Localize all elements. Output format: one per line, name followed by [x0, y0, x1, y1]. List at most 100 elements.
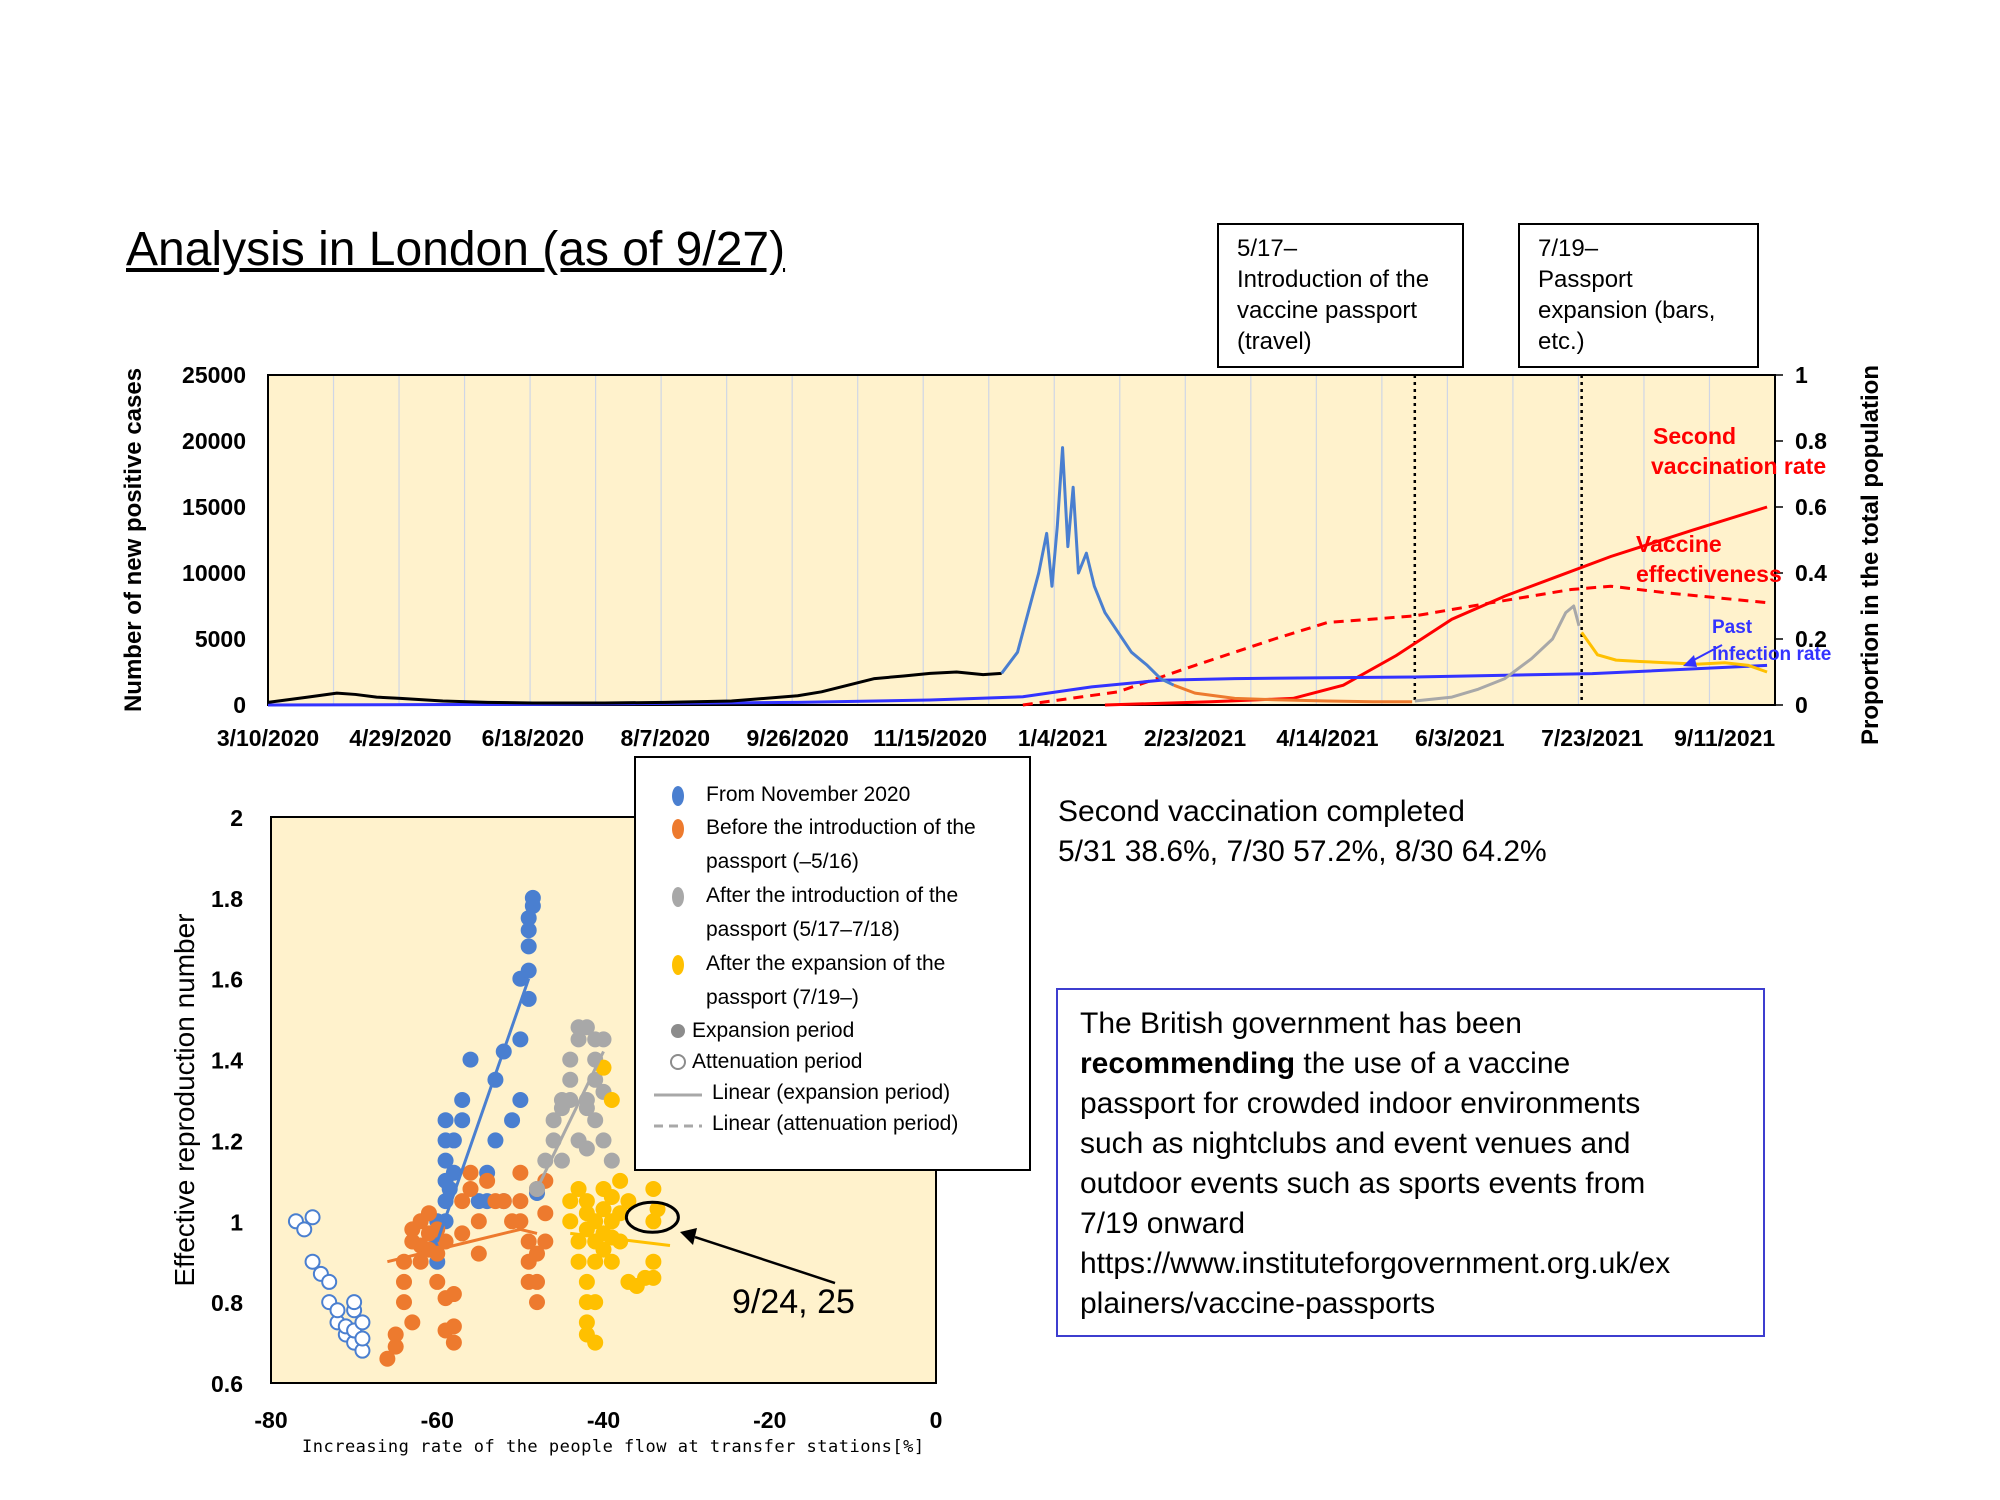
scatter-point — [462, 1164, 479, 1181]
scatter-point — [570, 1180, 587, 1197]
cases-line — [267, 670, 1002, 705]
scatter-point — [645, 1213, 662, 1230]
scatter-point — [454, 1112, 471, 1129]
scatter-point — [512, 1092, 529, 1108]
scatter-y-tick-label: 1.6 — [211, 967, 243, 993]
note-line: 7/19– — [1538, 235, 1599, 262]
legend-item: passport (5/17–7/18) — [706, 918, 900, 941]
scatter-point — [645, 1253, 662, 1270]
scatter-point — [529, 1245, 545, 1262]
scatter-point — [603, 1189, 620, 1206]
x-tick-label: 6/18/2020 — [482, 725, 584, 751]
plot-area — [268, 375, 1775, 705]
scatter-point — [603, 1253, 620, 1270]
proportion-line — [1022, 584, 1768, 707]
annotation-past-infection: infection rate — [1712, 644, 1831, 665]
legend-item: Attenuation period — [692, 1050, 863, 1073]
proportion-line — [267, 663, 1768, 707]
scatter-point — [504, 1112, 521, 1129]
scatter-point — [570, 1132, 587, 1149]
scatter-point-hollow — [296, 1221, 313, 1238]
scatter-point — [437, 1152, 454, 1169]
scatter-point — [649, 1201, 666, 1218]
annotation-vaccine-effectiveness: Vaccine — [1636, 531, 1722, 557]
scatter-y-tick-label: 0.6 — [211, 1371, 243, 1397]
scatter-x-tick-label: 0 — [930, 1407, 943, 1433]
x-tick-label: 1/4/2021 — [1018, 725, 1108, 751]
scatter-point — [396, 1273, 412, 1290]
page-title: Analysis in London (as of 9/27) — [126, 223, 786, 276]
gov-line: outdoor events such as sports events fro… — [1080, 1167, 1646, 1200]
scatter-point — [445, 1286, 462, 1303]
y-axis-label: Number of new positive cases — [120, 368, 147, 712]
scatter-point — [578, 1100, 595, 1117]
gov-source-link[interactable]: https://www.instituteforgovernment.org.u… — [1080, 1247, 1671, 1280]
note-line: expansion (bars, — [1538, 297, 1716, 324]
scatter-point — [512, 1193, 529, 1210]
scatter-point — [603, 1092, 620, 1108]
scatter-point — [445, 1132, 462, 1149]
scatter-point — [445, 1334, 462, 1351]
scatter-point — [645, 1269, 662, 1286]
y-tick-label: 10000 — [182, 560, 246, 586]
note-line: vaccine passport — [1237, 297, 1418, 324]
scatter-point-hollow — [329, 1302, 346, 1319]
scatter-point — [612, 1205, 629, 1222]
scatter-point — [470, 1213, 487, 1230]
scatter-x-axis-label: Increasing rate of the people flow at tr… — [302, 1437, 925, 1457]
scatter-point — [612, 1172, 629, 1189]
scatter-point — [520, 962, 537, 979]
scatter-point — [595, 1132, 612, 1149]
cases-line — [1000, 446, 1175, 687]
scatter-y-tick-label: 0.8 — [211, 1290, 243, 1316]
cases-chart: 0 5000 10000 15000 20000 25000 0 0.2 0.4 0.6 0.8 1 3… — [120, 362, 1884, 751]
scatter-legend: From November 2020 Before the introducti… — [634, 756, 1031, 1171]
legend-item: passport (7/19–) — [706, 986, 859, 1009]
callout-arrow — [694, 1235, 836, 1285]
y2-tick-label: 1 — [1795, 362, 1808, 388]
scatter-point — [537, 1233, 554, 1250]
scatter-point — [578, 1273, 595, 1290]
y2-tick-label: 0.6 — [1795, 494, 1827, 520]
x-tick-label: 3/10/2020 — [217, 725, 319, 751]
plot-border — [267, 374, 1776, 706]
scatter-point — [520, 990, 537, 1007]
y2-tick-label: 0.4 — [1795, 560, 1827, 586]
scatter-point — [578, 1326, 595, 1343]
legend-item: From November 2020 — [706, 783, 911, 806]
scatter-point — [454, 1225, 471, 1242]
scatter-point — [379, 1350, 396, 1367]
annotation-arrowhead — [1683, 655, 1697, 667]
scatter-point — [479, 1172, 496, 1189]
scatter-point — [570, 1253, 587, 1270]
scatter-point — [387, 1338, 404, 1355]
scatter-point — [570, 1031, 587, 1048]
x-tick-label: 4/29/2020 — [349, 725, 451, 751]
scatter-point — [445, 1164, 462, 1181]
scatter-point — [595, 1201, 612, 1218]
gov-source-link[interactable]: plainers/vaccine-passports — [1080, 1287, 1436, 1320]
trendline — [435, 978, 531, 1242]
scatter-point — [445, 1318, 462, 1335]
scatter-y-tick-label: 1.2 — [211, 1128, 243, 1154]
note-line: Introduction of the — [1237, 266, 1430, 293]
gov-line: 7/19 onward — [1080, 1207, 1246, 1240]
scatter-point-hollow — [304, 1209, 321, 1226]
y-tick-label: 0 — [233, 692, 246, 718]
x-tick-label: 6/3/2021 — [1415, 725, 1505, 751]
scatter-point — [529, 1273, 545, 1290]
scatter-point — [520, 922, 537, 939]
y-tick-label: 15000 — [182, 494, 246, 520]
legend-item: After the expansion of the — [706, 952, 946, 975]
y2-tick-label: 0.8 — [1795, 428, 1827, 454]
scatter-point — [562, 1051, 579, 1068]
scatter-point — [620, 1193, 637, 1210]
scatter-point-hollow — [354, 1330, 371, 1347]
legend-item: Linear (expansion period) — [712, 1081, 951, 1104]
y2-tick-label: 0.2 — [1795, 626, 1827, 652]
note-passport-introduction: 5/17– Introduction of the vaccine passpo… — [1217, 223, 1464, 368]
scatter-point — [562, 1193, 579, 1210]
cases-line — [1173, 683, 1413, 704]
scatter-point — [587, 1213, 604, 1230]
note-line: Passport — [1538, 266, 1633, 293]
